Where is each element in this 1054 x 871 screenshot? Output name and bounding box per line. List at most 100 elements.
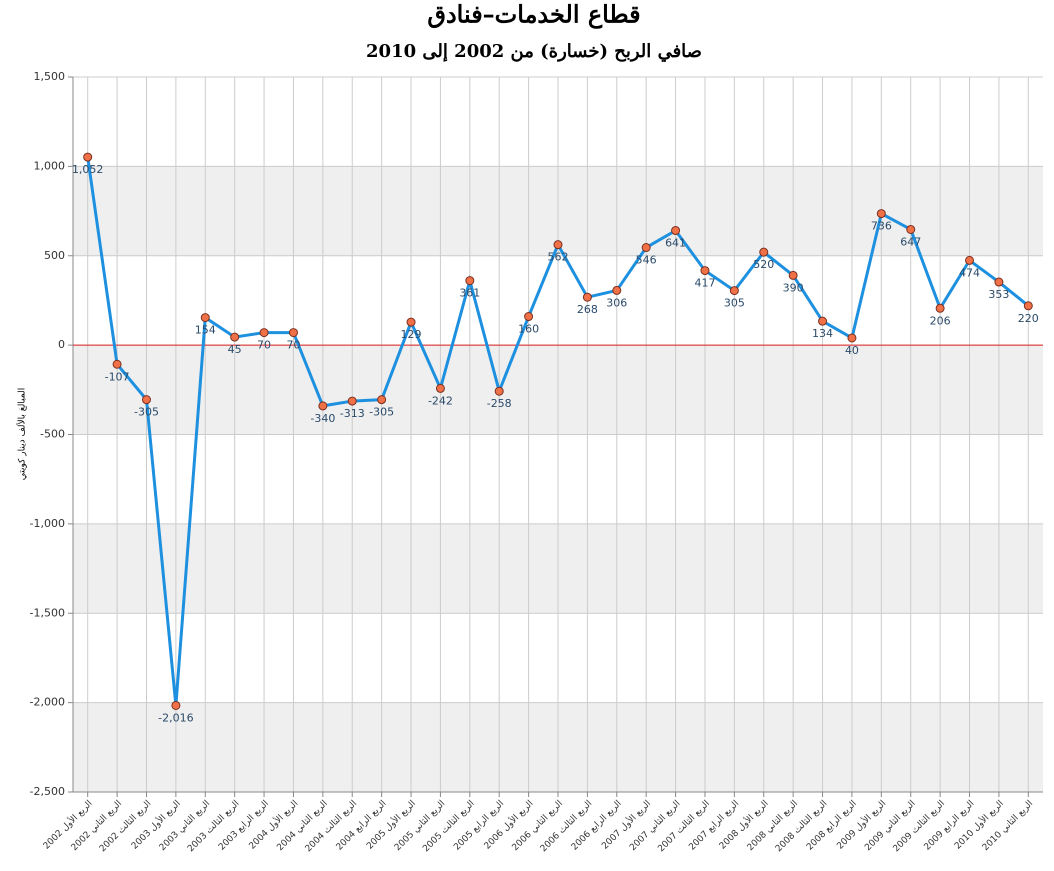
- data-label: 70: [286, 339, 300, 352]
- data-label: 70: [257, 339, 271, 352]
- x-tick-label: الربع الثاني 2006: [511, 799, 565, 853]
- data-point: [494, 386, 504, 396]
- data-point: [171, 700, 181, 710]
- x-tick-label: الربع الأول 2002: [40, 797, 94, 851]
- x-tick-label: الربع الثاني 2007: [628, 799, 682, 853]
- x-tick-label: الربع الثاني 2010: [981, 799, 1035, 853]
- data-point: [288, 328, 298, 338]
- data-point: [788, 270, 798, 280]
- data-point: [318, 401, 328, 411]
- y-tick-label: -2,500: [30, 785, 65, 798]
- data-point: [818, 316, 828, 326]
- data-point: [347, 396, 357, 406]
- data-label: 134: [812, 327, 833, 340]
- x-tick-label: الربع الثاني 2002: [70, 799, 124, 853]
- data-label: 417: [694, 277, 715, 290]
- x-tick-label: الربع الأول 2008: [716, 797, 770, 851]
- data-point: [259, 328, 269, 338]
- data-label: 45: [228, 343, 242, 356]
- x-tick-label: الربع الثالث 2002: [98, 799, 153, 854]
- x-tick-label: الربع الأول 2009: [834, 797, 888, 851]
- data-label: 390: [783, 281, 804, 294]
- data-point: [83, 152, 93, 162]
- data-label: 361: [459, 287, 480, 300]
- data-label: 154: [195, 324, 216, 337]
- data-label: 206: [930, 314, 951, 327]
- data-label: 129: [401, 328, 422, 341]
- data-label: 353: [988, 288, 1009, 301]
- data-point: [847, 333, 857, 343]
- data-label: -242: [428, 394, 453, 407]
- data-label: 647: [900, 235, 921, 248]
- x-tick-label: الربع الثالث 2004: [304, 799, 359, 854]
- data-label: 268: [577, 303, 598, 316]
- data-point: [230, 332, 240, 342]
- y-tick-label: 500: [44, 249, 65, 262]
- data-point: [465, 276, 475, 286]
- x-tick-label: الربع الثالث 2005: [421, 799, 476, 854]
- x-tick-label: الربع الثاني 2009: [863, 799, 917, 853]
- data-label: 546: [636, 254, 657, 267]
- data-point: [700, 266, 710, 276]
- data-label: 220: [1018, 312, 1039, 325]
- x-tick-label: الربع الأول 2010: [952, 797, 1006, 851]
- data-point: [935, 303, 945, 313]
- data-label: 641: [665, 237, 686, 250]
- data-point: [406, 317, 416, 327]
- x-tick-label: الربع الأول 2007: [599, 797, 653, 851]
- data-label: 736: [871, 220, 892, 233]
- x-tick-label: الربع الثاني 2005: [393, 799, 447, 853]
- y-tick-label: 1,000: [34, 159, 66, 172]
- data-label: -107: [105, 370, 130, 383]
- data-label: -258: [487, 397, 512, 410]
- x-tick-label: الربع الثالث 2008: [774, 799, 829, 854]
- x-tick-label: الربع الثاني 2003: [158, 799, 212, 853]
- data-label: 562: [548, 251, 569, 264]
- data-point: [553, 240, 563, 250]
- x-tick-label: الربع الثالث 2007: [656, 799, 711, 854]
- data-point: [1023, 301, 1033, 311]
- data-point: [759, 247, 769, 257]
- data-point: [582, 292, 592, 302]
- x-tick-label: الربع الثالث 2006: [539, 799, 594, 854]
- data-point: [965, 255, 975, 265]
- y-tick-label: -2,000: [30, 696, 65, 709]
- x-tick-label: الربع الأول 2003: [129, 797, 183, 851]
- chart-title: قطاع الخدمات–فنادق: [427, 0, 640, 30]
- y-tick-label: -1,500: [30, 606, 65, 619]
- x-tick-label: الربع الثاني 2004: [275, 799, 329, 853]
- x-tick-label: الربع الأول 2004: [246, 797, 300, 851]
- data-point: [906, 224, 916, 234]
- data-label: 306: [606, 296, 627, 309]
- data-label: 40: [845, 344, 859, 357]
- data-point: [377, 395, 387, 405]
- data-point: [641, 243, 651, 253]
- data-point: [141, 395, 151, 405]
- data-point: [435, 383, 445, 393]
- data-label: -313: [340, 407, 365, 420]
- data-point: [876, 209, 886, 219]
- x-tick-label: الربع الأول 2005: [364, 797, 418, 851]
- y-tick-label: 1,500: [34, 70, 66, 83]
- y-axis-title: المبالغ بالألف دينار كويتي: [16, 388, 28, 480]
- data-point: [729, 286, 739, 296]
- x-tick-label: الربع الثاني 2008: [746, 799, 800, 853]
- chart-subtitle: صافي الربح (خسارة) من 2002 إلى 2010: [366, 41, 702, 62]
- data-label: 520: [753, 258, 774, 271]
- y-tick-label: -1,000: [30, 517, 65, 530]
- data-label: -305: [134, 406, 159, 419]
- x-tick-label: الربع الثالث 2003: [186, 799, 241, 854]
- data-point: [612, 285, 622, 295]
- data-label: 160: [518, 323, 539, 336]
- x-tick-label: الربع الثالث 2009: [892, 799, 947, 854]
- data-label: 474: [959, 266, 980, 279]
- data-point: [994, 277, 1004, 287]
- data-point: [524, 312, 534, 322]
- data-label: -340: [310, 412, 335, 425]
- data-label: 305: [724, 297, 745, 310]
- data-label: -305: [369, 406, 394, 419]
- y-tick-label: -500: [40, 428, 65, 441]
- data-point: [200, 313, 210, 323]
- y-tick-label: 0: [58, 338, 65, 351]
